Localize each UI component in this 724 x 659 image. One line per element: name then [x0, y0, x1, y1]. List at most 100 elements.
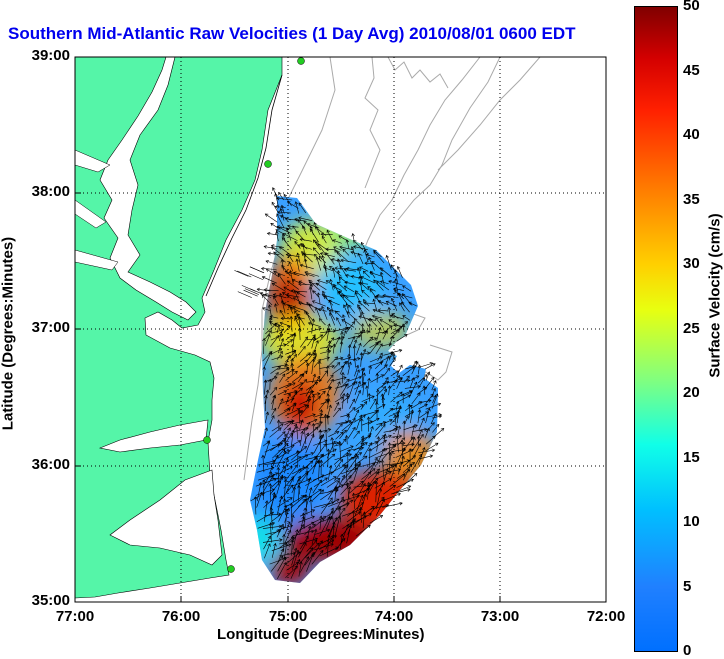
- velocity-arrow: [360, 401, 368, 410]
- velocity-arrow-head: [361, 311, 365, 316]
- velocity-arrow-head: [389, 408, 394, 412]
- velocity-arrow-head: [264, 500, 269, 504]
- velocity-arrow: [375, 343, 383, 355]
- velocity-vectors: [234, 187, 445, 579]
- velocity-arrow-head: [382, 293, 386, 298]
- velocity-arrow-head: [367, 377, 371, 382]
- velocity-arrow: [367, 319, 377, 321]
- velocity-arrow-head: [318, 327, 322, 331]
- velocity-arrow: [292, 427, 309, 433]
- velocity-arrow: [405, 365, 417, 370]
- velocity-arrow-head: [324, 370, 328, 374]
- velocity-arrow-head: [429, 362, 434, 366]
- velocity-arrow-head: [437, 402, 442, 407]
- velocity-arrow-head: [331, 453, 336, 458]
- velocity-arrow: [334, 485, 337, 503]
- velocity-arrow-head: [396, 409, 401, 413]
- velocity-arrow-head: [350, 520, 354, 525]
- velocity-arrow: [278, 536, 295, 549]
- velocity-arrow: [320, 346, 333, 349]
- velocity-arrow-head: [276, 225, 280, 229]
- velocity-arrow-head: [330, 539, 335, 543]
- velocity-arrow-head: [318, 318, 323, 322]
- velocity-arrow-head: [386, 355, 390, 359]
- velocity-arrow-head: [282, 460, 286, 465]
- velocity-arrow: [333, 449, 351, 465]
- velocity-arrow: [353, 414, 366, 423]
- velocity-arrow-head: [289, 484, 294, 489]
- velocity-arrow: [283, 479, 287, 501]
- velocity-arrow-head: [311, 300, 316, 304]
- velocity-arrow: [297, 373, 305, 383]
- velocity-arrow-head: [334, 517, 338, 521]
- velocity-arrow-head: [344, 434, 349, 439]
- velocity-arrow: [276, 496, 282, 516]
- colorbar-label: Surface Velocity (cm/s): [706, 213, 724, 378]
- velocity-arrow-head: [325, 247, 329, 252]
- velocity-arrow-head: [281, 292, 286, 296]
- velocity-arrow-head: [292, 271, 297, 275]
- velocity-arrow-head: [334, 266, 338, 270]
- velocity-arrow-head: [358, 300, 362, 305]
- velocity-arrow-head: [329, 471, 334, 475]
- velocity-arrow: [337, 281, 348, 292]
- velocity-arrow: [403, 436, 414, 452]
- velocity-arrow: [305, 455, 324, 460]
- velocity-arrow: [300, 535, 309, 550]
- velocity-arrow: [271, 423, 284, 432]
- velocity-arrow: [285, 271, 300, 276]
- velocity-arrow: [319, 387, 332, 391]
- velocity-arrow-head: [289, 497, 293, 501]
- velocity-arrow-head: [330, 534, 334, 539]
- velocity-arrow-head: [359, 352, 364, 356]
- velocity-arrow-head: [273, 251, 277, 255]
- velocity-arrow: [313, 434, 324, 453]
- velocity-arrow: [256, 482, 262, 502]
- velocity-arrow-head: [256, 287, 261, 292]
- velocity-arrow-head: [305, 311, 310, 316]
- velocity-arrow-head: [320, 549, 324, 554]
- velocity-arrow: [373, 251, 385, 264]
- velocity-arrow-head: [308, 487, 313, 491]
- velocity-arrow: [316, 282, 327, 290]
- velocity-arrow-head: [272, 293, 277, 297]
- velocity-arrow: [393, 288, 404, 291]
- velocity-arrow-head: [287, 543, 292, 547]
- velocity-arrow-head: [431, 448, 436, 453]
- velocity-arrow: [262, 471, 272, 488]
- velocity-arrow: [361, 312, 369, 327]
- velocity-arrow: [380, 272, 385, 286]
- velocity-arrow-head: [308, 303, 312, 308]
- velocity-arrow: [311, 550, 324, 565]
- velocity-arrow: [300, 336, 308, 348]
- velocity-arrow: [375, 317, 384, 328]
- velocity-arrow: [342, 314, 347, 327]
- velocity-arrow-head: [379, 267, 384, 271]
- velocity-arrow-head: [300, 419, 304, 423]
- velocity-arrow-head: [286, 280, 291, 284]
- velocity-arrow: [397, 266, 403, 278]
- velocity-arrow-head: [344, 280, 348, 285]
- velocity-arrow-head: [309, 547, 314, 551]
- velocity-arrow: [292, 440, 301, 446]
- velocity-arrow: [340, 341, 343, 353]
- velocity-arrow-head: [406, 469, 411, 473]
- velocity-arrow-head: [367, 393, 372, 397]
- velocity-arrow-head: [287, 325, 291, 329]
- velocity-arrow-head: [334, 310, 339, 315]
- velocity-arrow: [262, 475, 274, 494]
- velocity-arrow-head: [375, 341, 379, 346]
- velocity-arrow-head: [350, 275, 355, 279]
- velocity-arrow: [284, 355, 291, 368]
- velocity-arrow-head: [385, 377, 389, 381]
- velocity-arrow: [349, 398, 355, 409]
- velocity-arrow-head: [272, 395, 276, 399]
- velocity-arrow: [299, 370, 308, 376]
- velocity-arrow: [305, 273, 315, 277]
- map-title: Southern Mid-Atlantic Raw Velocities (1 …: [8, 24, 576, 43]
- velocity-arrow: [369, 398, 377, 410]
- velocity-arrow: [294, 310, 300, 319]
- velocity-arrow-head: [388, 478, 392, 482]
- velocity-arrow: [376, 327, 381, 341]
- y-tick-label: 39:00: [31, 47, 70, 64]
